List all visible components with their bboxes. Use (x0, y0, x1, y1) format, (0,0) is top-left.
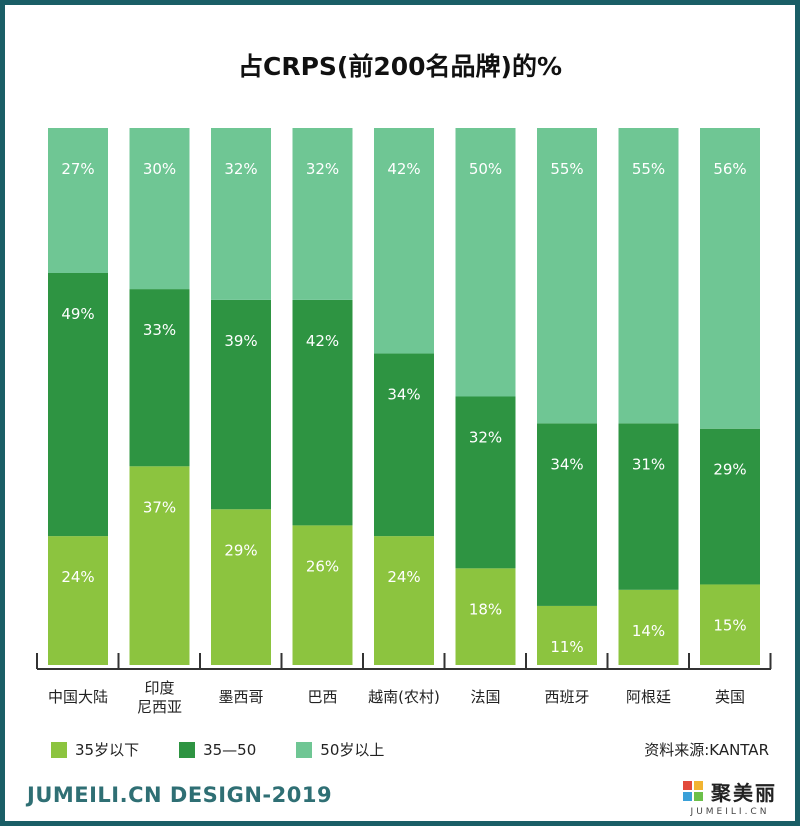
data-label: 37% (143, 498, 176, 516)
bar-segment (537, 605, 597, 665)
category-label: 巴西 (307, 688, 337, 706)
category-label: 西班牙 (544, 688, 589, 706)
brand-name: 聚美丽 (711, 781, 777, 805)
bar-segment (455, 396, 516, 569)
data-label: 32% (469, 429, 502, 447)
category-label: 印度 (144, 679, 174, 697)
bar-segment (618, 423, 679, 590)
legend: 35岁以下 35—50 50岁以上 (51, 739, 424, 760)
data-label: 11% (550, 638, 583, 656)
bar-segment (292, 299, 353, 526)
legend-label-over50: 50岁以上 (320, 741, 385, 759)
data-label: 50% (469, 160, 502, 178)
data-label: 24% (387, 568, 420, 586)
data-label: 34% (550, 455, 583, 473)
data-label: 29% (224, 541, 257, 559)
bar-segment (700, 428, 760, 585)
bar-segment (129, 466, 190, 665)
legend-label-under35: 35岁以下 (75, 741, 140, 759)
bar-segment (700, 584, 760, 665)
legend-swatch-under35 (51, 741, 67, 758)
data-label: 32% (224, 160, 257, 178)
legend-item-under35: 35岁以下 (51, 739, 139, 760)
bar-segment (211, 299, 271, 510)
bar-segment (374, 536, 434, 665)
bar-segment (292, 128, 353, 300)
footer-brand-text: JUMEILI.CN DESIGN-2019 (27, 783, 333, 807)
category-label: 法国 (470, 688, 500, 706)
data-label: 18% (469, 600, 502, 618)
category-label: 阿根廷 (626, 688, 671, 706)
data-label: 55% (550, 160, 583, 178)
bar-segment (700, 128, 760, 429)
bar-segment (48, 272, 108, 537)
data-label: 27% (61, 160, 94, 178)
data-label: 26% (306, 557, 339, 575)
legend-item-over50: 50岁以上 (296, 739, 384, 760)
bar-segment (374, 353, 434, 537)
bar-segment (211, 128, 271, 300)
data-label: 42% (387, 160, 420, 178)
bar-segment (292, 525, 353, 665)
data-label: 34% (387, 386, 420, 404)
data-label: 39% (224, 332, 257, 350)
data-label: 14% (632, 622, 665, 640)
bar-segment (618, 128, 679, 424)
bar-segment (374, 128, 434, 354)
data-label: 55% (632, 160, 665, 178)
bar-segment (537, 423, 597, 606)
brand-subtitle: JUMEILI.CN (690, 807, 770, 817)
bar-segment (211, 509, 271, 665)
chart-frame: 占CRPS(前200名品牌)的% 24% 49% 27% 中国大陆 37% 33% 30% 印… (5, 5, 795, 821)
legend-item-mid: 35—50 (179, 741, 256, 759)
bar-segment (48, 536, 108, 665)
bar-segment (48, 128, 108, 273)
data-label: 32% (306, 160, 339, 178)
bar-segment (455, 568, 516, 665)
category-label: 尼西亚 (137, 698, 182, 716)
brand-logo: 聚美丽 JUMEILI.CN (683, 777, 777, 817)
data-label: 33% (143, 321, 176, 339)
data-label: 15% (713, 616, 746, 634)
brand-mark-icon (683, 780, 705, 803)
data-label: 42% (306, 332, 339, 350)
category-label: 中国大陆 (48, 688, 108, 706)
data-label: 30% (143, 160, 176, 178)
legend-swatch-over50 (296, 741, 313, 758)
source-note: 资料来源:KANTAR (644, 741, 769, 759)
bar-segment (618, 589, 679, 665)
footer: JUMEILI.CN DESIGN-2019 聚美丽 JUMEILI.CN (5, 773, 795, 821)
category-label: 越南(农村) (368, 688, 440, 706)
legend-swatch-mid (179, 741, 196, 758)
data-label: 24% (61, 568, 94, 586)
bar-segment (537, 128, 597, 424)
data-label: 49% (61, 305, 94, 323)
category-label: 墨西哥 (218, 688, 263, 706)
data-label: 31% (632, 455, 665, 473)
chart-title: 占CRPS(前200名品牌)的% (237, 52, 562, 81)
bar-segment (129, 289, 190, 467)
data-label: 56% (713, 160, 746, 178)
bar-segment (455, 128, 516, 397)
legend-label-mid: 35—50 (203, 740, 257, 759)
category-label: 英国 (715, 688, 745, 706)
bar-segment (129, 128, 190, 290)
data-label: 29% (713, 461, 746, 479)
